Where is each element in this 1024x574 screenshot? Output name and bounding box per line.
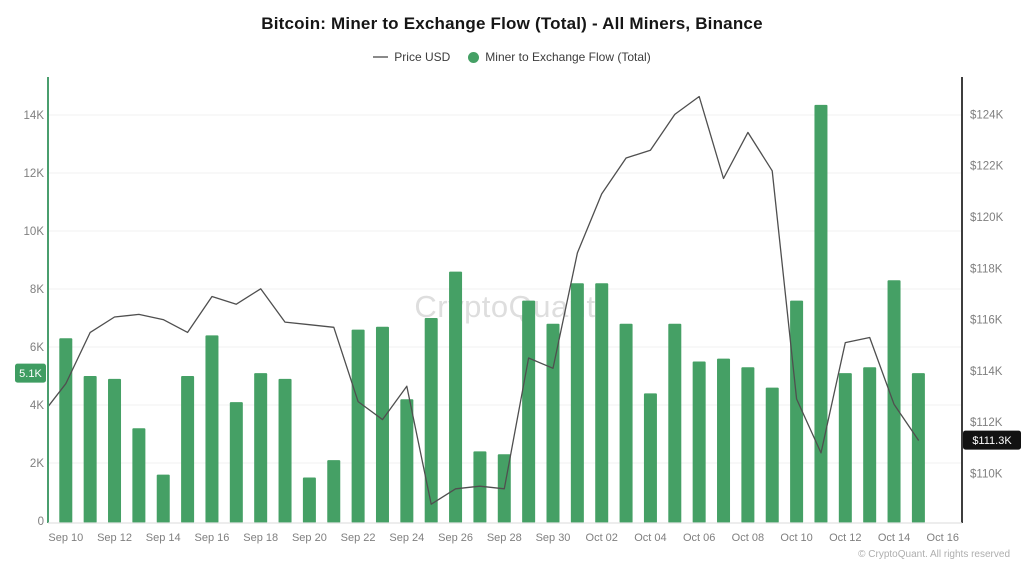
flow-dot-glyph: [468, 51, 480, 63]
flow-bar-sep-15[interactable]: [181, 376, 195, 523]
chart-title: Bitcoin: Miner to Exchange Flow (Total) …: [261, 14, 763, 33]
x-axis-label: Sep 12: [97, 532, 132, 544]
flow-bar-sep-23[interactable]: [375, 326, 389, 523]
y-axis-label-right: $124K: [970, 109, 1004, 121]
y-axis-label-left: 4K: [30, 400, 44, 412]
x-axis-label: Oct 16: [927, 532, 959, 544]
flow-bar-sep-11[interactable]: [83, 376, 97, 523]
price-current-value-label: $111.3K: [972, 435, 1012, 447]
price-current-value-badge: [963, 430, 1021, 450]
legend-item-price[interactable]: Price USD: [373, 50, 450, 64]
flow-bar-sep-16[interactable]: [205, 335, 219, 523]
flow-bar-oct-06[interactable]: [692, 361, 706, 524]
flow-bar-oct-09[interactable]: [765, 387, 779, 523]
y-axis-label-left: 12K: [24, 168, 45, 180]
flow-bar-sep-13[interactable]: [132, 428, 146, 523]
flow-bar-oct-02[interactable]: [595, 283, 609, 523]
flow-bar-sep-12[interactable]: [108, 378, 122, 523]
x-axis-label: Oct 12: [829, 532, 861, 544]
flow-bar-oct-07[interactable]: [717, 358, 731, 523]
y-axis-label-right: $122K: [970, 161, 1004, 173]
flow-bar-oct-10[interactable]: [790, 300, 804, 523]
flow-bar-sep-10[interactable]: [59, 338, 73, 523]
flow-current-value-badge: [15, 363, 46, 383]
flow-bar-sep-24[interactable]: [400, 399, 414, 523]
flow-bar-sep-25[interactable]: [424, 318, 438, 523]
x-axis-label: Sep 22: [341, 532, 376, 544]
price-line[interactable]: [47, 95, 920, 505]
y-axis-label-left: 6K: [30, 342, 44, 354]
y-axis-label-right: $118K: [970, 263, 1003, 275]
flow-bar-oct-08[interactable]: [741, 367, 755, 523]
watermark: CryptoQuant: [414, 289, 595, 324]
flow-bar-sep-17[interactable]: [229, 402, 243, 523]
x-axis-label: Oct 10: [780, 532, 812, 544]
x-axis-label: Sep 28: [487, 532, 522, 544]
flow-bar-sep-30[interactable]: [546, 323, 560, 523]
y-axis-label-right: $112K: [970, 417, 1003, 429]
y-axis-label-left: 10K: [24, 226, 45, 238]
legend-price-label: Price USD: [394, 50, 451, 64]
flow-bar-oct-14[interactable]: [887, 280, 901, 523]
x-axis-label: Sep 26: [438, 532, 473, 544]
y-axis-label-right: $114K: [970, 366, 1003, 378]
x-axis-label: Sep 10: [48, 532, 83, 544]
y-axis-label-left: 8K: [30, 284, 44, 296]
flow-bar-sep-20[interactable]: [302, 477, 316, 524]
flow-current-value-label: 5.1K: [19, 368, 42, 380]
x-axis-label: Oct 06: [683, 532, 715, 544]
y-axis-label-right: $120K: [970, 212, 1004, 224]
flow-bar-sep-18[interactable]: [254, 373, 268, 523]
y-axis-label-left: 2K: [30, 458, 44, 470]
flow-bar-oct-03[interactable]: [619, 323, 633, 523]
legend: Price USD Miner to Exchange Flow (Total): [0, 50, 1024, 64]
flow-bar-oct-04[interactable]: [643, 393, 657, 523]
legend-item-flow[interactable]: Miner to Exchange Flow (Total): [468, 50, 651, 64]
x-axis-label: Oct 08: [732, 532, 764, 544]
copyright-notice: © CryptoQuant. All rights reserved: [858, 549, 1010, 560]
x-axis-label: Sep 30: [536, 532, 571, 544]
y-axis-label-right: $110K: [970, 468, 1003, 480]
flow-bar-oct-05[interactable]: [668, 323, 682, 523]
x-axis-label: Sep 24: [389, 532, 424, 544]
flow-bar-oct-11[interactable]: [814, 104, 828, 523]
flow-bar-sep-21[interactable]: [327, 460, 341, 523]
flow-bar-sep-26[interactable]: [449, 271, 463, 523]
flow-bar-sep-29[interactable]: [522, 300, 536, 523]
y-axis-label-right: $116K: [970, 315, 1003, 327]
x-axis-label: Oct 02: [586, 532, 618, 544]
flow-bar-sep-27[interactable]: [473, 451, 487, 523]
x-axis-label: Sep 16: [195, 532, 230, 544]
flow-bar-oct-15[interactable]: [911, 373, 925, 523]
legend-flow-label: Miner to Exchange Flow (Total): [485, 50, 651, 64]
flow-bar-sep-22[interactable]: [351, 329, 365, 523]
flow-bar-oct-01[interactable]: [570, 283, 584, 523]
price-line-glyph: [373, 56, 389, 58]
flow-bar-sep-14[interactable]: [156, 474, 170, 523]
flow-bar-oct-12[interactable]: [838, 373, 852, 523]
y-axis-label-left: 0: [38, 516, 44, 528]
x-axis-label: Sep 20: [292, 532, 327, 544]
x-axis-label: Oct 04: [634, 532, 666, 544]
x-axis-label: Sep 18: [243, 532, 278, 544]
x-axis-label: Sep 14: [146, 532, 181, 544]
flow-bar-sep-19[interactable]: [278, 378, 292, 523]
y-axis-label-left: 14K: [24, 110, 45, 122]
flow-bar-oct-13[interactable]: [863, 367, 877, 523]
x-axis-label: Oct 14: [878, 532, 910, 544]
